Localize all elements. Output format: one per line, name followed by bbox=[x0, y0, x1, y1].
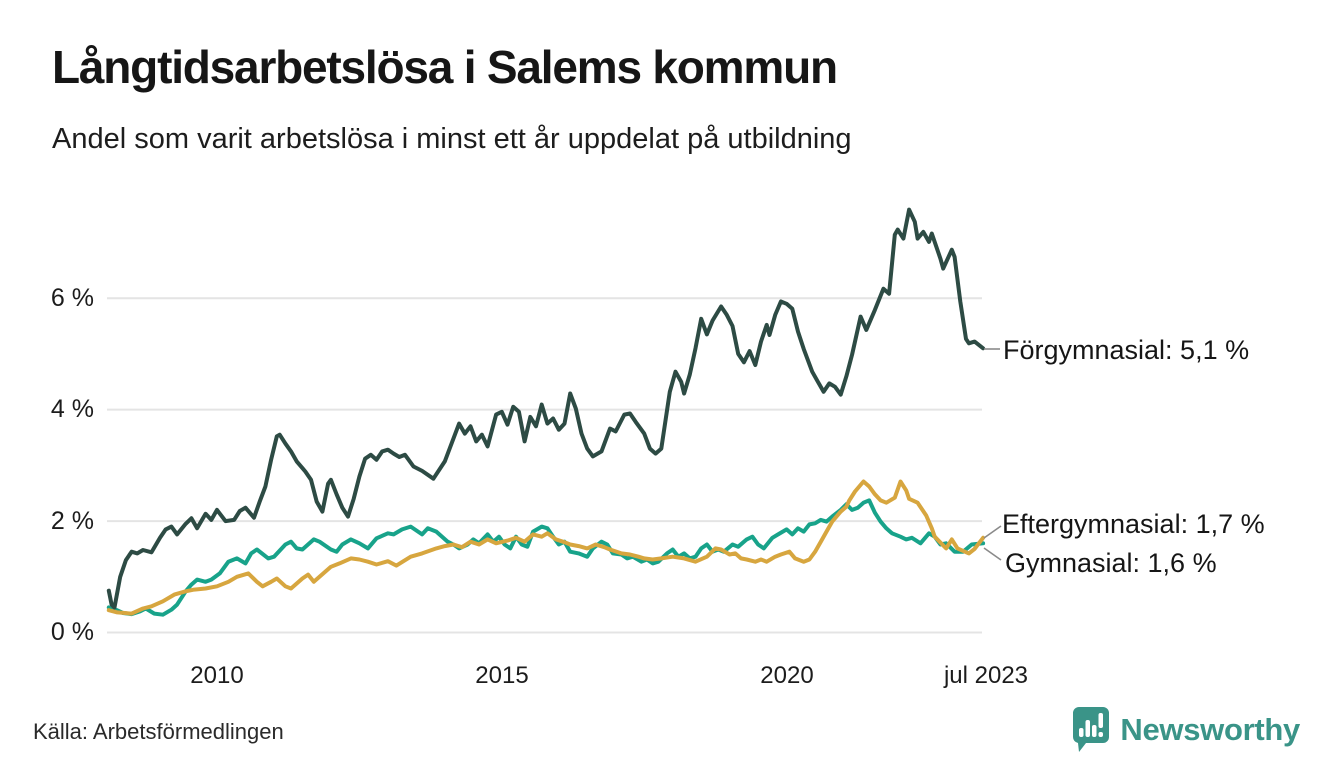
line-eftergymnasial bbox=[106, 479, 986, 616]
connector-eftergymnasial bbox=[983, 525, 1002, 539]
y-tick-label: 4 % bbox=[50, 395, 94, 423]
y-tick-label: 0 % bbox=[50, 618, 94, 646]
page-subtitle: Andel som varit arbetslösa i minst ett å… bbox=[52, 123, 852, 155]
brand-logo: Newsworthy bbox=[1072, 706, 1300, 754]
newsworthy-icon bbox=[1072, 706, 1110, 754]
line-gymnasial bbox=[106, 498, 986, 617]
x-tick-label: 2010 bbox=[190, 662, 244, 689]
end-label-eftergymnasial: Eftergymnasial: 1,7 % bbox=[1002, 509, 1265, 539]
x-tick-label: 2020 bbox=[760, 662, 814, 689]
brand-name: Newsworthy bbox=[1120, 712, 1300, 747]
connector-gymnasial bbox=[983, 547, 1002, 561]
y-tick-label: 2 % bbox=[50, 507, 94, 535]
line-frgymnasial bbox=[106, 207, 986, 610]
end-label-gymnasial: Gymnasial: 1,6 % bbox=[1005, 548, 1217, 578]
source-note: Källa: Arbetsförmedlingen bbox=[33, 719, 284, 744]
end-label-forgymnasial: Förgymnasial: 5,1 % bbox=[1003, 335, 1250, 365]
label-connectors bbox=[983, 348, 1002, 561]
page-title: Långtidsarbetslösa i Salems kommun bbox=[52, 41, 838, 93]
y-tick-label: 6 % bbox=[50, 284, 94, 312]
x-tick-label: jul 2023 bbox=[943, 662, 1029, 689]
series-lines bbox=[106, 207, 986, 617]
x-tick-label: 2015 bbox=[475, 662, 529, 689]
gridlines bbox=[107, 297, 982, 634]
